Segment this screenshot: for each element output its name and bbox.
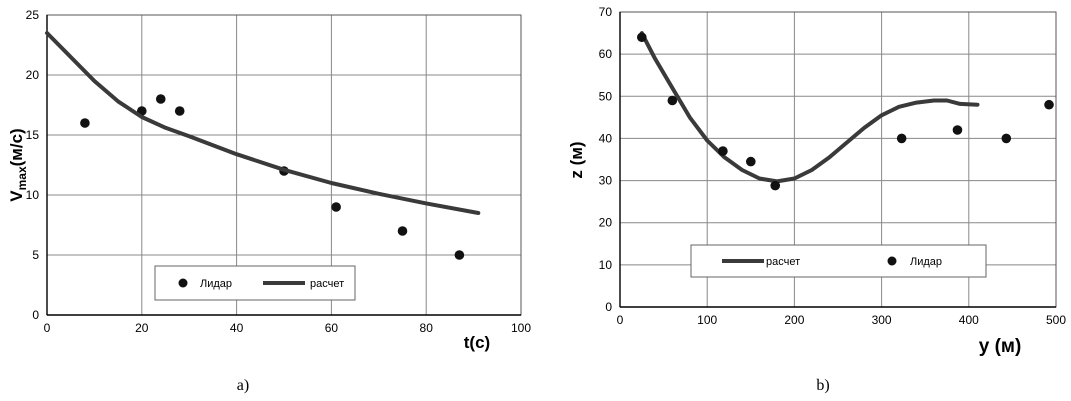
panel-label-a: a)	[237, 377, 249, 394]
x-tick-label: 60	[325, 321, 339, 335]
y-axis-label-a: Vmax(м/с)	[7, 128, 29, 201]
y-axis-label-b: z (м)	[567, 141, 586, 178]
x-tick-label: 400	[959, 313, 979, 327]
x-tick-label: 200	[784, 313, 804, 327]
data-point-lidar	[637, 32, 647, 43]
y-tick-label: 15	[26, 128, 40, 142]
data-point-lidar	[331, 202, 341, 212]
legend-a: Лидар расчет	[154, 265, 356, 301]
panel-label-b: b)	[816, 377, 829, 394]
x-tick-label: 100	[511, 321, 531, 335]
data-point-lidar	[770, 180, 781, 191]
y-tick-label: 60	[599, 47, 613, 61]
legend-b: расчет Лидар	[690, 244, 987, 278]
y-tick-label: 0	[605, 300, 612, 314]
y-tick-label: 30	[599, 174, 613, 188]
series-line-raschet	[639, 31, 980, 184]
x-tick-label: 0	[617, 313, 624, 327]
y-tick-label: 40	[599, 131, 613, 145]
y-tick-label: 10	[599, 258, 613, 272]
x-tick-labels-a: 0 20 40 60 80 100	[44, 321, 532, 335]
legend-entry-label: Лидар	[910, 256, 942, 268]
data-point-lidar	[397, 226, 408, 236]
legend-entry-label: Лидар	[200, 278, 232, 290]
x-tick-label: 40	[230, 321, 244, 335]
y-tick-label: 20	[599, 216, 613, 230]
y-tick-label: 25	[26, 8, 40, 22]
x-tick-label: 0	[44, 321, 51, 335]
y-axis-label-a-main: V	[7, 190, 26, 202]
x-axis-label-a: t(c)	[464, 333, 490, 352]
data-point-lidar	[80, 118, 90, 128]
data-point-lidar	[718, 146, 728, 156]
data-point-lidar	[952, 125, 963, 135]
y-tick-labels-b: 0 10 20 30 40 50 60 70	[599, 5, 613, 314]
legend-swatch-dot	[887, 256, 897, 266]
data-point-lidar	[174, 106, 185, 116]
y-axis-label-a-unit: (м/с)	[7, 128, 26, 166]
legend-swatch-dot	[178, 278, 188, 288]
data-point-lidar	[896, 133, 907, 144]
series-line-raschet	[45, 31, 481, 215]
y-tick-label: 70	[599, 5, 613, 19]
data-point-lidar	[454, 250, 465, 260]
data-point-lidar	[746, 156, 756, 167]
x-axis-label-b: y (м)	[979, 336, 1022, 357]
chart-panel-a: 0 20 40 60 80 100 0 5 10 15 20 25 t(c) Vmax(м/с) Л…	[7, 8, 531, 394]
legend-entry-label: расчет	[310, 278, 344, 290]
x-tick-labels-b: 0 100 200 300 400 500	[617, 313, 1067, 327]
data-point-lidar	[667, 95, 678, 106]
series-b	[637, 31, 1054, 191]
y-tick-label: 50	[599, 89, 613, 103]
y-tick-labels-a: 0 5 10 15 20 25	[26, 8, 40, 322]
y-tick-label: 20	[26, 68, 40, 82]
data-point-lidar	[1044, 99, 1054, 110]
y-tick-label: 5	[32, 248, 39, 262]
legend-entry-label: расчет	[766, 256, 800, 268]
grid-a	[46, 14, 522, 316]
x-tick-label: 100	[697, 313, 717, 327]
x-tick-label: 300	[872, 313, 892, 327]
chart-panel-b: 0 100 200 300 400 500 0 10 20 30 40 50 60 70 y (м) z…	[567, 5, 1066, 394]
legend-box	[154, 265, 356, 301]
y-axis-label-a-sub: max	[15, 166, 29, 190]
data-point-lidar	[1001, 133, 1012, 144]
y-tick-label: 10	[26, 188, 40, 202]
data-point-lidar	[155, 94, 166, 104]
x-tick-label: 20	[135, 321, 149, 335]
series-a	[45, 31, 481, 260]
y-tick-label: 0	[32, 308, 39, 322]
x-tick-label: 80	[420, 321, 434, 335]
x-tick-label: 500	[1046, 313, 1066, 327]
